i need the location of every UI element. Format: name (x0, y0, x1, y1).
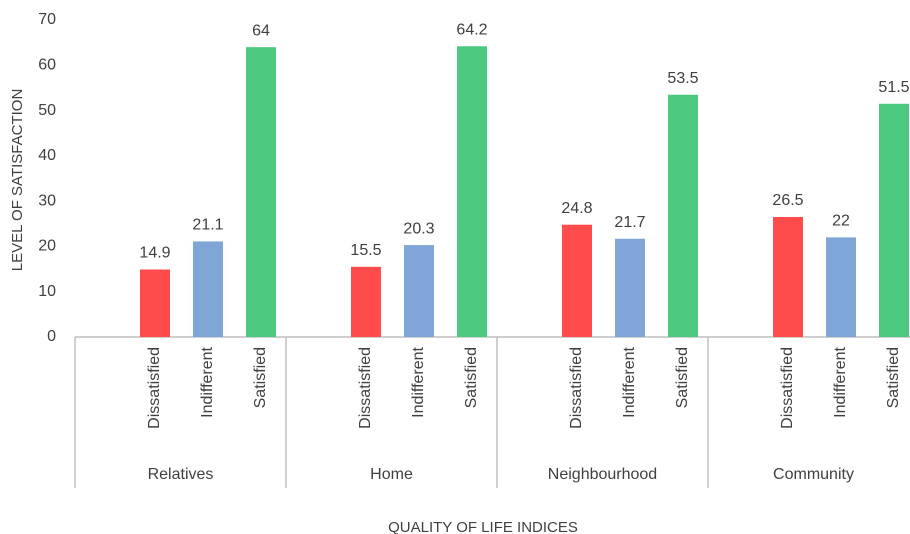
bar (615, 238, 645, 337)
x-tick-label: Satisfied (674, 347, 691, 408)
x-tick-label: Satisfied (463, 347, 480, 408)
x-tick-label: Satisfied (885, 347, 902, 408)
x-axis-title: QUALITY OF LIFE INDICES (388, 519, 578, 534)
y-tick-label: 0 (47, 328, 56, 345)
y-tick-label: 20 (38, 238, 56, 255)
bar (562, 224, 592, 337)
bar (140, 269, 170, 337)
x-group-label: Home (370, 466, 413, 483)
x-tick-label: Dissatisfied (568, 347, 585, 429)
bar (404, 245, 434, 337)
x-tick-label: Indifferent (621, 346, 638, 417)
y-tick-label: 10 (38, 283, 56, 300)
value-label: 64.2 (456, 21, 487, 38)
y-tick-label: 30 (38, 192, 56, 209)
bar (457, 46, 487, 337)
bar (879, 103, 909, 338)
value-label: 26.5 (772, 192, 803, 209)
bar (773, 216, 803, 337)
y-tick-label: 40 (38, 147, 56, 164)
bar (826, 237, 856, 337)
value-label: 53.5 (667, 70, 698, 87)
value-label: 15.5 (350, 242, 381, 259)
y-tick-label: 50 (38, 102, 56, 119)
value-label: 22 (832, 213, 850, 230)
value-label: 51.5 (878, 79, 909, 96)
x-group-label: Neighbourhood (548, 466, 657, 483)
value-label: 20.3 (403, 220, 434, 237)
value-label: 24.8 (561, 200, 592, 217)
x-tick-label: Dissatisfied (779, 347, 796, 429)
x-tick-label: Indifferent (410, 346, 427, 417)
x-tick-label: Indifferent (832, 346, 849, 417)
value-label: 21.1 (192, 217, 223, 234)
y-tick-label: 70 (38, 11, 56, 28)
bar (351, 266, 381, 337)
bar (668, 94, 698, 337)
value-label: 14.9 (139, 245, 170, 262)
x-tick-label: Indifferent (199, 346, 216, 417)
value-label: 21.7 (614, 214, 645, 231)
x-tick-label: Dissatisfied (357, 347, 374, 429)
x-tick-label: Dissatisfied (146, 347, 163, 429)
x-group-label: Community (773, 466, 854, 483)
x-tick-label: Satisfied (252, 347, 269, 408)
bar (193, 241, 223, 337)
value-label: 64 (252, 22, 270, 39)
y-axis-title: LEVEL OF SATISFACTION (9, 89, 26, 272)
x-group-label: Relatives (148, 466, 214, 483)
y-tick-label: 60 (38, 57, 56, 74)
bar (246, 47, 276, 338)
